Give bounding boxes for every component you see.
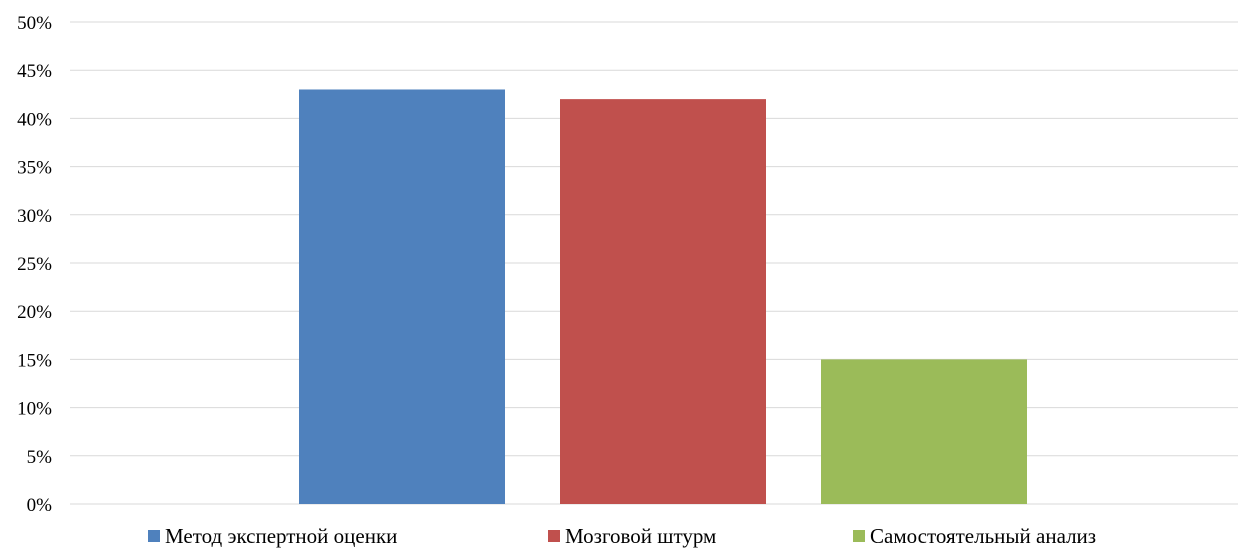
legend: Метод экспертной оценки Мозговой штурм С… xyxy=(0,524,1240,548)
y-tick-label: 10% xyxy=(17,399,52,420)
bars xyxy=(299,89,1027,505)
y-axis-ticks: 0% 5% 10% 15% 20% 25% 30% 35% 40% 45% 50% xyxy=(17,13,52,516)
legend-item-brainstorm: Мозговой штурм xyxy=(548,524,716,548)
y-tick-label: 15% xyxy=(17,350,52,371)
legend-label-brainstorm: Мозговой штурм xyxy=(565,524,717,548)
legend-label-self-analysis: Самостоятельный анализ xyxy=(870,524,1097,548)
bar-3 xyxy=(821,359,1027,504)
y-tick-label: 50% xyxy=(17,13,52,34)
y-tick-label: 5% xyxy=(27,447,53,468)
y-tick-label: 40% xyxy=(17,109,52,130)
legend-item-self-analysis: Самостоятельный анализ xyxy=(853,524,1096,548)
bar-1 xyxy=(299,89,505,504)
legend-swatch-brainstorm xyxy=(548,530,560,542)
y-tick-label: 25% xyxy=(17,254,52,275)
bar-2 xyxy=(560,99,766,505)
legend-label-expert: Метод экспертной оценки xyxy=(165,524,398,548)
y-tick-label: 0% xyxy=(27,495,53,516)
y-tick-label: 20% xyxy=(17,302,52,323)
y-tick-label: 30% xyxy=(17,206,52,227)
y-tick-label: 45% xyxy=(17,61,52,82)
legend-swatch-self-analysis xyxy=(853,530,865,542)
legend-item-expert: Метод экспертной оценки xyxy=(148,524,397,548)
y-tick-label: 35% xyxy=(17,158,52,179)
legend-swatch-expert xyxy=(148,530,160,542)
